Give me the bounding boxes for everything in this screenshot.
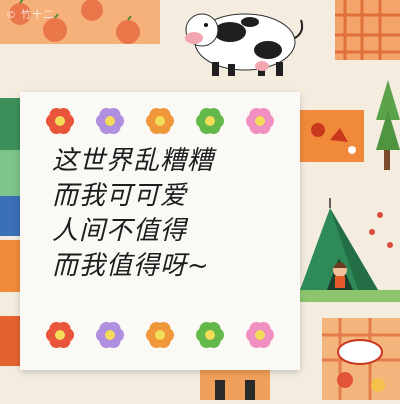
- poem-line-2: 而我可可爱: [52, 181, 188, 211]
- flower-icon: [46, 321, 74, 349]
- poem-text: 这世界乱糟糟 而我可可爱 人间不值得 而我值得呀~: [52, 144, 292, 284]
- flower-icon: [96, 321, 124, 349]
- flower-icon: [46, 107, 74, 135]
- poem-line-3: 人间不值得: [52, 216, 188, 246]
- flower-icon: [246, 107, 274, 135]
- bottom-strip: [200, 370, 270, 400]
- poem-line-4: 而我值得呀~: [52, 251, 210, 281]
- cow-illustration: [185, 13, 304, 76]
- flower-row-top: [46, 107, 274, 135]
- flower-icon: [246, 321, 274, 349]
- flower-icon: [146, 107, 174, 135]
- apple-sticker: [0, 0, 160, 44]
- flower-icon: [96, 107, 124, 135]
- picnic-illustration: [322, 318, 400, 400]
- fox-tile: [298, 110, 364, 162]
- flower-icon: [196, 321, 224, 349]
- flower-row-bottom: [46, 321, 274, 349]
- tent-illustration: [300, 198, 400, 302]
- flower-icon: [196, 107, 224, 135]
- watermark-text: © 竹十二: [6, 10, 55, 21]
- flower-icon: [146, 321, 174, 349]
- plaid-sticker: [335, 0, 400, 60]
- poem-line-1: 这世界乱糟糟: [52, 146, 215, 176]
- left-tiles: [0, 98, 20, 366]
- tree-strip: [376, 80, 400, 170]
- sticky-note: 这世界乱糟糟 而我可可爱 人间不值得 而我值得呀~: [20, 92, 300, 370]
